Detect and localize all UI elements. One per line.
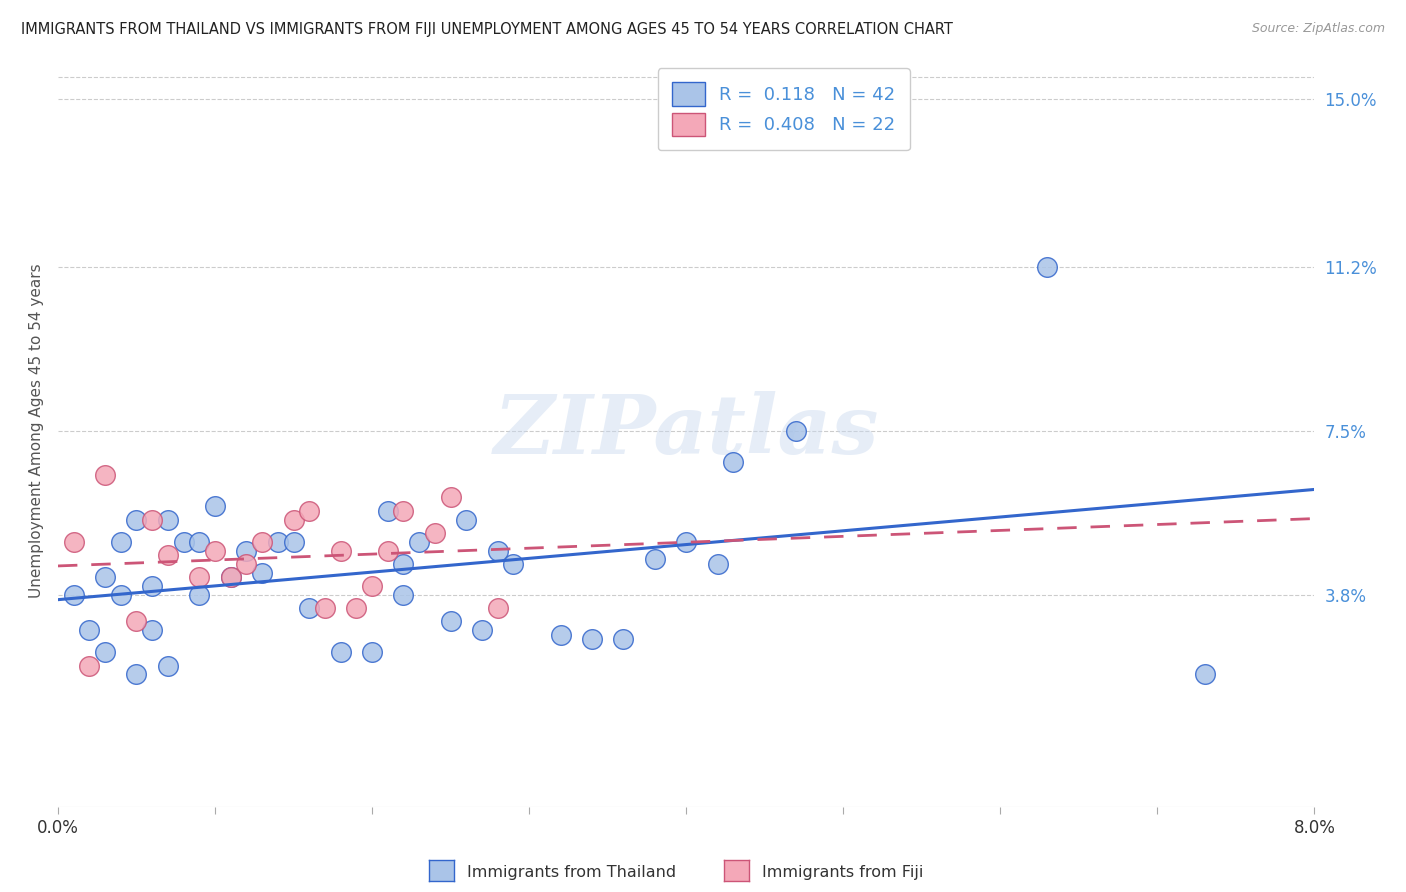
Point — [94, 570, 117, 584]
Point — [785, 424, 807, 438]
Point — [283, 512, 305, 526]
Legend: R =  0.118   N = 42, R =  0.408   N = 22: R = 0.118 N = 42, R = 0.408 N = 22 — [658, 68, 910, 151]
Point — [283, 534, 305, 549]
Point — [94, 645, 117, 659]
Point — [486, 601, 509, 615]
Point — [329, 645, 352, 659]
Point — [706, 557, 728, 571]
Point — [156, 512, 179, 526]
Point — [156, 658, 179, 673]
Point — [377, 543, 399, 558]
Point — [1036, 260, 1059, 275]
Point — [219, 570, 242, 584]
Point — [62, 588, 84, 602]
Point — [550, 627, 572, 641]
Point — [219, 570, 242, 584]
Point — [1194, 667, 1216, 681]
Point — [188, 570, 211, 584]
Point — [235, 543, 257, 558]
Point — [439, 615, 461, 629]
Point — [723, 455, 745, 469]
Point — [486, 543, 509, 558]
Point — [408, 534, 430, 549]
Point — [471, 623, 494, 637]
Point — [173, 534, 195, 549]
Point — [392, 588, 415, 602]
Point — [361, 645, 384, 659]
Point — [141, 512, 163, 526]
Point — [125, 667, 148, 681]
Point — [377, 504, 399, 518]
Point — [581, 632, 603, 646]
Point — [675, 534, 697, 549]
Point — [298, 601, 321, 615]
Point — [612, 632, 634, 646]
Point — [329, 543, 352, 558]
Point — [502, 557, 524, 571]
Point — [125, 512, 148, 526]
Point — [204, 500, 226, 514]
Point — [644, 552, 666, 566]
Point — [456, 512, 478, 526]
Point — [361, 579, 384, 593]
Point — [141, 623, 163, 637]
Text: Immigrants from Fiji: Immigrants from Fiji — [762, 865, 924, 880]
Point — [204, 543, 226, 558]
Point — [156, 548, 179, 562]
Point — [79, 623, 101, 637]
Point — [62, 534, 84, 549]
Point — [423, 525, 446, 540]
Point — [250, 534, 273, 549]
Point — [188, 534, 211, 549]
Point — [392, 557, 415, 571]
Point — [314, 601, 336, 615]
Point — [298, 504, 321, 518]
Text: Source: ZipAtlas.com: Source: ZipAtlas.com — [1251, 22, 1385, 36]
Text: Immigrants from Thailand: Immigrants from Thailand — [467, 865, 676, 880]
Point — [344, 601, 367, 615]
Point — [110, 588, 132, 602]
Point — [250, 566, 273, 580]
Point — [79, 658, 101, 673]
Y-axis label: Unemployment Among Ages 45 to 54 years: Unemployment Among Ages 45 to 54 years — [30, 264, 44, 599]
Point — [235, 557, 257, 571]
Point — [125, 615, 148, 629]
Text: ZIPatlas: ZIPatlas — [494, 391, 879, 471]
Point — [392, 504, 415, 518]
Point — [110, 534, 132, 549]
Point — [188, 588, 211, 602]
Point — [94, 468, 117, 483]
Point — [439, 491, 461, 505]
Text: IMMIGRANTS FROM THAILAND VS IMMIGRANTS FROM FIJI UNEMPLOYMENT AMONG AGES 45 TO 5: IMMIGRANTS FROM THAILAND VS IMMIGRANTS F… — [21, 22, 953, 37]
Point — [267, 534, 290, 549]
Point — [141, 579, 163, 593]
